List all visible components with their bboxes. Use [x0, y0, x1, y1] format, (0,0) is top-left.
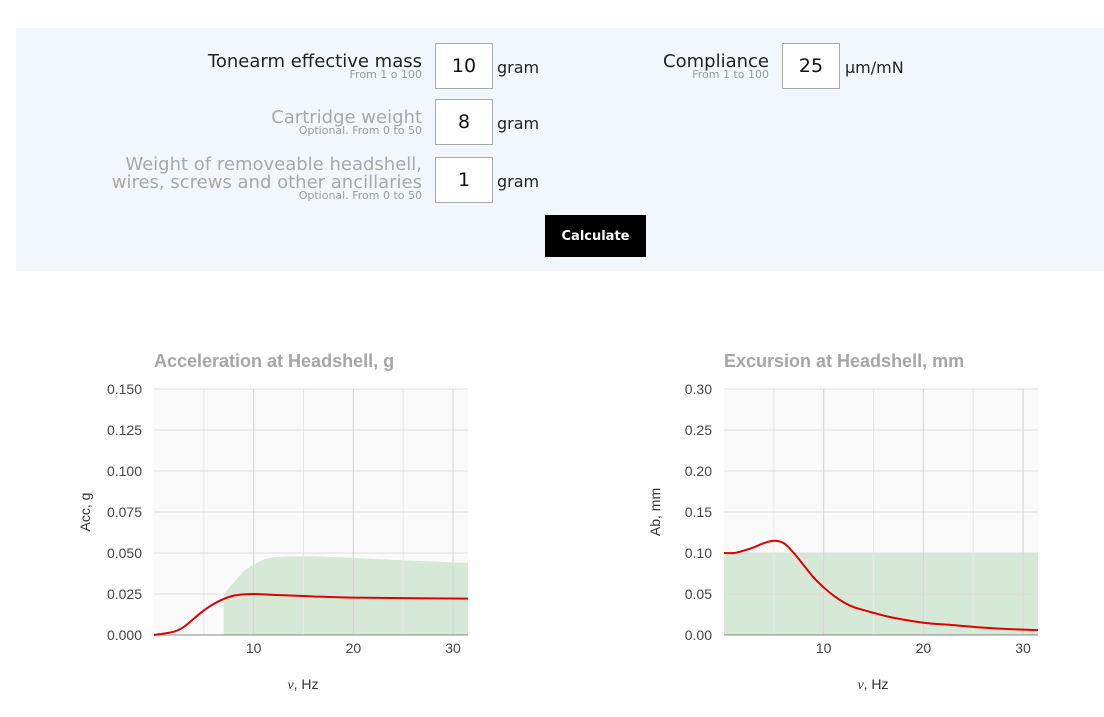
x-axis-label: ν, Hz: [857, 676, 888, 693]
x-tick-label: 10: [816, 640, 832, 656]
compliance-input[interactable]: [782, 43, 840, 89]
cartridge-input[interactable]: [435, 99, 493, 145]
y-tick-label: 0.25: [685, 422, 712, 438]
x-tick-label: 10: [246, 640, 262, 656]
headshell-label: Weight of removeable headshell, wires, s…: [100, 154, 422, 202]
y-tick-label: 0.150: [107, 381, 142, 397]
y-tick-label: 0.025: [107, 586, 142, 602]
compliance-hint: From 1 to 100: [692, 68, 769, 81]
y-tick-label: 0.05: [685, 586, 712, 602]
mass-hint: From 1 o 100: [349, 68, 422, 81]
chart-title: Acceleration at Headshell, g: [154, 351, 394, 371]
mass-label-text: Tonearm effective mass: [207, 51, 422, 72]
chart-title: Excursion at Headshell, mm: [724, 351, 964, 371]
headshell-input[interactable]: [435, 157, 493, 203]
acceleration-chart: Acceleration at Headshell, g 0.000 0.025 0.…: [77, 351, 469, 693]
y-tick-label: 0.075: [107, 504, 142, 520]
series-line: [723, 539, 1039, 632]
calculate-button[interactable]: Calculate: [545, 215, 646, 257]
mass-unit: gram: [497, 58, 540, 77]
excursion-chart: Excursion at Headshell, mm 0.00 0.05 0.10 0.…: [647, 351, 1039, 693]
series-line: [153, 592, 469, 636]
y-tick-label: 0.100: [107, 463, 142, 479]
y-tick-label: 0.15: [685, 504, 712, 520]
x-tick-label: 30: [445, 640, 461, 656]
cartridge-unit: gram: [497, 114, 540, 133]
cartridge-hint: Optional. From 0 to 50: [298, 124, 422, 137]
y-tick-label: 0.000: [107, 627, 142, 643]
x-tick-label: 30: [1015, 640, 1031, 656]
compliance-label-text: Compliance: [663, 51, 769, 72]
y-axis-label: Acc, g: [77, 493, 93, 532]
y-tick-label: 0.10: [685, 545, 712, 561]
y-tick-label: 0.050: [107, 545, 142, 561]
compliance-label: Compliance From 1 to 100: [600, 51, 769, 81]
limit-area: [223, 556, 468, 635]
y-tick-label: 0.125: [107, 422, 142, 438]
x-axis-label: ν, Hz: [287, 676, 318, 693]
x-tick-label: 20: [916, 640, 932, 656]
compliance-unit: µm/mN: [845, 58, 904, 77]
headshell-hint: Optional. From 0 to 50: [298, 189, 422, 202]
mass-label: Tonearm effective mass From 1 o 100: [150, 51, 422, 81]
y-tick-label: 0.20: [685, 463, 712, 479]
cartridge-label: Cartridge weight Optional. From 0 to 50: [150, 107, 422, 137]
headshell-label-line1: Weight of removeable headshell,: [125, 154, 422, 175]
y-axis-label: Ab, mm: [647, 488, 663, 536]
x-tick-label: 20: [346, 640, 362, 656]
headshell-label-line2: wires, screws and other ancillaries: [111, 172, 422, 193]
y-tick-label: 0.00: [685, 627, 712, 643]
mass-input[interactable]: [435, 43, 493, 89]
cartridge-label-text: Cartridge weight: [271, 107, 422, 128]
headshell-unit: gram: [497, 172, 540, 191]
y-tick-label: 0.30: [685, 381, 712, 397]
